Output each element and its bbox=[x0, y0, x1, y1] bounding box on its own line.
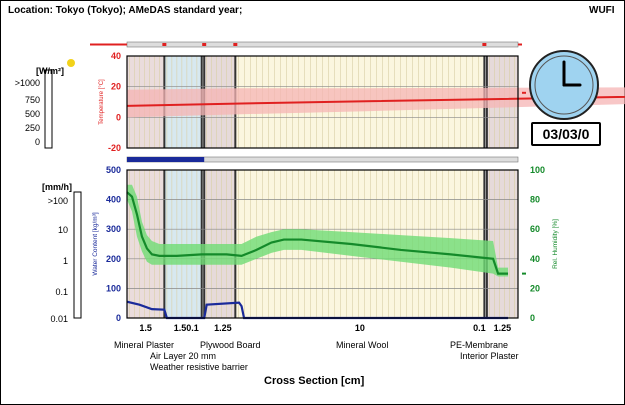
temperature-tick: -20 bbox=[108, 143, 121, 153]
water-content-tick: 500 bbox=[106, 165, 121, 175]
temperature-band bbox=[127, 87, 625, 118]
moisture-panel: 0 100 200 300 400 500 0 20 40 60 80 100 Water Conten… bbox=[92, 156, 559, 333]
layer-label: Mineral Wool bbox=[336, 340, 389, 350]
moisture-frame bbox=[126, 169, 519, 319]
clock-date: 03/03/0 bbox=[531, 122, 601, 146]
radiation-tick: 750 bbox=[24, 95, 40, 105]
layer-label: Interior Plaster bbox=[460, 351, 519, 361]
layer-label: Weather resistive barrier bbox=[150, 362, 248, 372]
x-tick: 1.50.1 bbox=[174, 323, 199, 333]
temperature-tick: 0 bbox=[116, 112, 121, 122]
water-content-tick: 100 bbox=[106, 283, 121, 293]
temperature-strip-marker bbox=[202, 43, 207, 46]
radiation-tick: >1000 bbox=[14, 78, 40, 88]
water-content-axis-label: Water Content [kg/m³] bbox=[92, 212, 99, 276]
flux-unit: [mm/h] bbox=[42, 182, 72, 192]
x-tick: 10 bbox=[355, 323, 365, 333]
program-code: WUFI bbox=[589, 5, 615, 16]
x-tick: 1.25 bbox=[494, 323, 512, 333]
flux-tick: 1 bbox=[62, 256, 68, 266]
clock-icon bbox=[529, 50, 599, 120]
radiation-unit: [W/m²] bbox=[36, 66, 64, 76]
water-content-tick: 300 bbox=[106, 224, 121, 234]
temperature-strip-marker bbox=[162, 43, 167, 46]
flux-tick: 0.1 bbox=[55, 287, 68, 297]
x-tick: 0.1 bbox=[473, 323, 486, 333]
moisture-strip-fill bbox=[127, 157, 205, 162]
water-content-tick: 400 bbox=[106, 195, 121, 205]
flux-tick: >100 bbox=[47, 196, 68, 206]
temperature-strip bbox=[126, 41, 519, 48]
x-tick: 1.5 bbox=[139, 323, 152, 333]
humidity-tick: 0 bbox=[530, 313, 535, 323]
flux-tick: 0.01 bbox=[50, 314, 68, 324]
flux-bar bbox=[73, 191, 82, 319]
temperature-strip-marker bbox=[233, 43, 238, 46]
humidity-tick: 80 bbox=[530, 195, 540, 205]
radiation-scale bbox=[44, 69, 53, 149]
humidity-tick: 40 bbox=[530, 254, 540, 264]
temperature-axis-label: Temperature [°C] bbox=[99, 79, 105, 125]
humidity-line bbox=[126, 191, 509, 275]
layer-label: Plywood Board bbox=[200, 340, 261, 350]
x-axis-title: Cross Section [cm] bbox=[264, 375, 365, 387]
layer-label: Mineral Plaster bbox=[114, 340, 175, 350]
flux-scale bbox=[73, 191, 82, 319]
layer-label: Air Layer 20 mm bbox=[150, 351, 217, 361]
temperature-line bbox=[126, 95, 625, 107]
radiation-tick: 250 bbox=[24, 123, 40, 133]
sun-icon bbox=[67, 59, 75, 67]
radiation-bar bbox=[44, 69, 53, 149]
humidity-tick: 20 bbox=[530, 283, 540, 293]
location-header: Location: Tokyo (Tokyo); AMeDAS standard… bbox=[8, 5, 243, 16]
humidity-tick: 60 bbox=[530, 224, 540, 234]
radiation-tick: 500 bbox=[24, 109, 40, 119]
water-content-tick: 200 bbox=[106, 254, 121, 264]
temperature-strip-marker bbox=[482, 43, 487, 46]
layer-label: PE-Membrane bbox=[450, 340, 509, 350]
flux-tick: 10 bbox=[57, 225, 68, 235]
temperature-panel: -20 0 20 40 Temperature [°C] bbox=[90, 41, 625, 153]
radiation-tick: 0 bbox=[34, 137, 40, 147]
temperature-tick: 40 bbox=[111, 51, 121, 61]
x-tick: 1.25 bbox=[214, 323, 232, 333]
humidity-axis-label: Rel. Humidity [%] bbox=[552, 219, 559, 269]
humidity-tick: 100 bbox=[530, 165, 545, 175]
water-content-tick: 0 bbox=[116, 313, 121, 323]
temperature-frame bbox=[126, 55, 519, 149]
temperature-tick: 20 bbox=[111, 82, 121, 92]
